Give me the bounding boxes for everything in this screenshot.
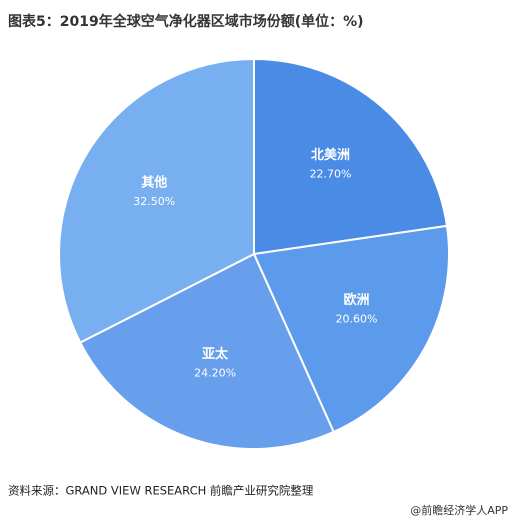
footer: @前瞻经济学人APP	[410, 503, 508, 517]
slice-label: 欧洲	[344, 292, 370, 308]
slice-value-label: 24.20%	[194, 366, 236, 379]
slice-value-label: 32.50%	[133, 195, 175, 208]
source-note: 资料来源：GRAND VIEW RESEARCH 前瞻产业研究院整理	[8, 484, 314, 498]
pie-slice	[253, 57, 449, 256]
slice-value-label: 22.70%	[310, 168, 352, 181]
slice-value-label: 20.60%	[336, 312, 378, 325]
pie-slice	[78, 252, 336, 450]
pie-slice	[58, 57, 255, 344]
chart-title: 图表5：2019年全球空气净化器区域市场份额(单位：%)	[8, 13, 364, 30]
slice-label: 北美洲	[311, 147, 350, 163]
slice-label: 亚太	[202, 346, 229, 362]
pie-slice	[252, 224, 450, 434]
slice-label: 其他	[141, 174, 167, 190]
